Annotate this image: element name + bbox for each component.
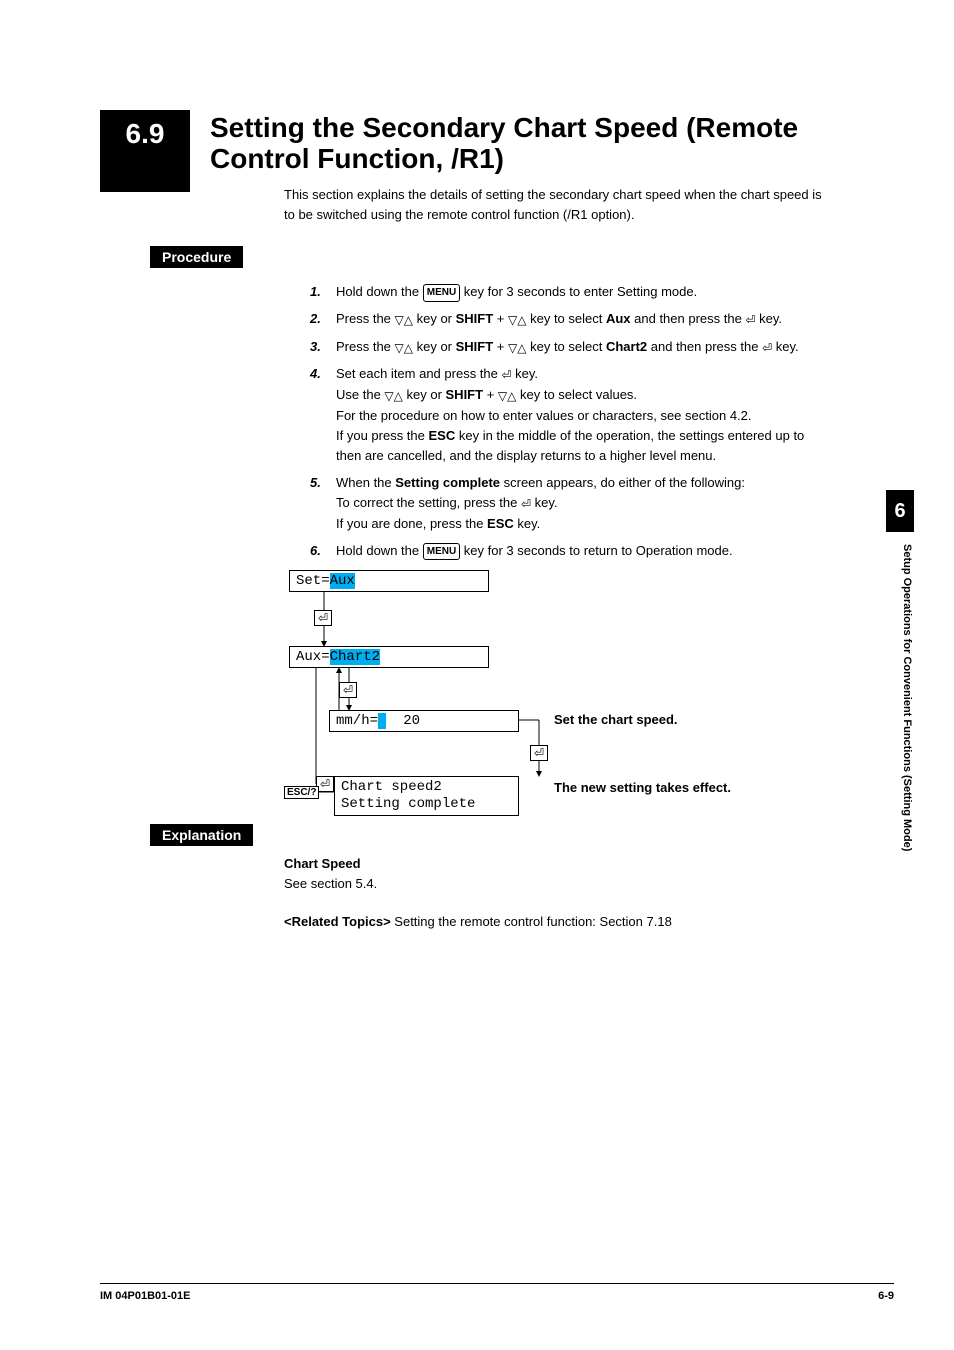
step-text: Use the: [336, 387, 384, 402]
enter-icon: ⏎: [501, 366, 511, 385]
screen-text: Aux=: [296, 649, 330, 665]
chart-speed-title: Chart Speed: [284, 854, 824, 874]
step-number: 2.: [310, 309, 321, 329]
shift-key: SHIFT: [456, 339, 494, 354]
step-number: 5.: [310, 473, 321, 493]
step-text: key.: [531, 495, 558, 510]
screen-set-aux: Set=Aux: [289, 570, 489, 592]
menu-key-icon: MENU: [423, 284, 460, 302]
down-up-icon: ▽△: [498, 389, 516, 403]
step-text: +: [483, 387, 498, 402]
section-number: 6.9: [100, 110, 190, 192]
step-text: +: [493, 339, 508, 354]
step-1: 1. Hold down the MENU key for 3 seconds …: [320, 282, 830, 302]
flowchart-lines: [284, 570, 834, 810]
step-text: If you press the: [336, 428, 429, 443]
step-text: Hold down the: [336, 543, 423, 558]
enter-icon: ⏎: [521, 495, 531, 514]
step-6: 6. Hold down the MENU key for 3 seconds …: [320, 541, 830, 561]
step-text: key to select values.: [516, 387, 637, 402]
related-topics: <Related Topics> Setting the remote cont…: [284, 914, 824, 929]
screen-text: Set=: [296, 573, 330, 589]
enter-icon: ⏎: [530, 745, 548, 761]
explanation-heading: Explanation: [150, 824, 253, 846]
related-text: Setting the remote control function: Sec…: [391, 914, 672, 929]
step-text: key.: [512, 366, 539, 381]
screen-aux-chart2: Aux=Chart2: [289, 646, 489, 668]
step-text: +: [493, 311, 508, 326]
enter-icon: ⏎: [762, 339, 772, 358]
step-number: 3.: [310, 337, 321, 357]
step-text: key.: [514, 516, 541, 531]
step-text: Press the: [336, 339, 395, 354]
step-number: 1.: [310, 282, 321, 302]
step-text: Press the: [336, 311, 395, 326]
flowchart: Set=Aux ⏎ Aux=Chart2 ⏎ mm/h= 20 Set the …: [284, 570, 834, 810]
screen-mmh: mm/h= 20: [329, 710, 519, 732]
step-text: key.: [756, 311, 783, 326]
step-text: key to select: [526, 339, 605, 354]
step-text: If you are done, press the: [336, 516, 487, 531]
screen-setting-complete: Chart speed2 Setting complete: [334, 776, 519, 816]
esc-key: ESC: [429, 428, 456, 443]
step-text: key for 3 seconds to enter Setting mode.: [460, 284, 697, 299]
screen-highlight: Aux: [330, 573, 355, 589]
step-text: and then press the: [631, 311, 746, 326]
procedure-heading: Procedure: [150, 246, 243, 268]
enter-icon: ⏎: [745, 311, 755, 330]
step-text: screen appears, do either of the followi…: [500, 475, 745, 490]
menu-key-icon: MENU: [423, 543, 460, 561]
step-text: key or: [403, 387, 446, 402]
step-text: key.: [772, 339, 799, 354]
step-text: key for 3 seconds to return to Operation…: [460, 543, 732, 558]
down-up-icon: ▽△: [384, 389, 402, 403]
step-text: Set each item and press the: [336, 366, 501, 381]
chart-speed-text: See section 5.4.: [284, 874, 824, 894]
screen-text: Chart speed2: [341, 779, 442, 795]
step-text: When the: [336, 475, 395, 490]
screen-highlight: Chart2: [330, 649, 380, 665]
flowchart-label-set-speed: Set the chart speed.: [554, 712, 678, 727]
explanation-body: Chart Speed See section 5.4.: [284, 854, 824, 893]
enter-icon: ⏎: [314, 610, 332, 626]
chapter-tab: 6: [886, 490, 914, 532]
setting-complete-label: Setting complete: [395, 475, 500, 490]
flowchart-label-new-setting: The new setting takes effect.: [554, 780, 731, 795]
step-text: For the procedure on how to enter values…: [336, 408, 752, 423]
shift-key: SHIFT: [446, 387, 484, 402]
screen-text: 20: [386, 713, 420, 729]
enter-icon: ⏎: [339, 682, 357, 698]
intro-paragraph: This section explains the details of set…: [284, 185, 824, 224]
related-label: <Related Topics>: [284, 914, 391, 929]
down-up-icon: ▽△: [395, 341, 413, 355]
step-text: key to select: [526, 311, 605, 326]
procedure-steps: 1. Hold down the MENU key for 3 seconds …: [320, 282, 830, 568]
step-text: key or: [413, 339, 456, 354]
page-footer: IM 04P01B01-01E 6-9: [100, 1283, 894, 1302]
shift-key: SHIFT: [456, 311, 494, 326]
esc-key-icon: ESC/?: [284, 786, 319, 799]
aux-label: Aux: [606, 311, 631, 326]
step-text: key or: [413, 311, 456, 326]
step-3: 3. Press the ▽△ key or SHIFT + ▽△ key to…: [320, 337, 830, 358]
screen-text: Setting complete: [341, 796, 475, 812]
esc-key: ESC: [487, 516, 514, 531]
step-4: 4. Set each item and press the ⏎ key. Us…: [320, 364, 830, 466]
step-text: Hold down the: [336, 284, 423, 299]
step-number: 6.: [310, 541, 321, 561]
screen-text: mm/h=: [336, 713, 378, 729]
step-5: 5. When the Setting complete screen appe…: [320, 473, 830, 534]
step-number: 4.: [310, 364, 321, 384]
footer-page-number: 6-9: [878, 1290, 894, 1302]
step-text: To correct the setting, press the: [336, 495, 521, 510]
chapter-side-text: Setup Operations for Convenient Function…: [901, 544, 913, 851]
step-text: and then press the: [647, 339, 762, 354]
section-title: Setting the Secondary Chart Speed (Remot…: [210, 113, 850, 175]
footer-doc-id: IM 04P01B01-01E: [100, 1290, 191, 1302]
down-up-icon: ▽△: [395, 313, 413, 327]
down-up-icon: ▽△: [508, 341, 526, 355]
chart2-label: Chart2: [606, 339, 647, 354]
down-up-icon: ▽△: [508, 313, 526, 327]
step-2: 2. Press the ▽△ key or SHIFT + ▽△ key to…: [320, 309, 830, 330]
